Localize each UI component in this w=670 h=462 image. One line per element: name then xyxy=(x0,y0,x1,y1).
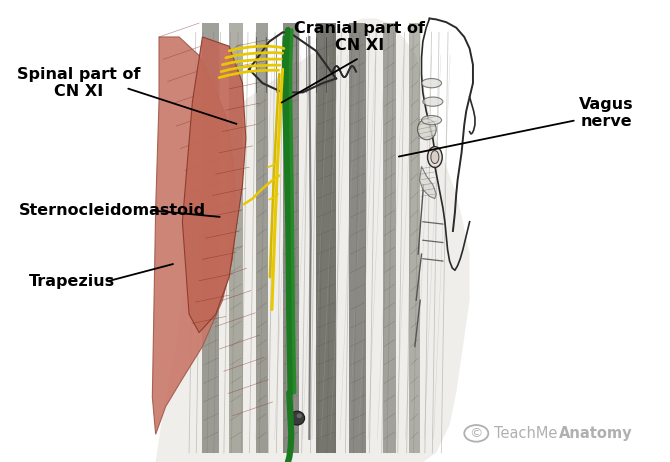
Polygon shape xyxy=(229,23,243,453)
Polygon shape xyxy=(419,166,436,199)
Polygon shape xyxy=(383,23,396,453)
Text: Vagus
nerve: Vagus nerve xyxy=(580,97,634,129)
Polygon shape xyxy=(409,23,419,453)
Ellipse shape xyxy=(290,411,305,425)
Text: Anatomy: Anatomy xyxy=(559,426,632,441)
Text: Sternocleidomastoid: Sternocleidomastoid xyxy=(19,203,206,218)
Ellipse shape xyxy=(297,413,302,418)
Ellipse shape xyxy=(421,79,442,88)
Polygon shape xyxy=(182,37,246,333)
Polygon shape xyxy=(256,23,268,453)
Text: TeachMe: TeachMe xyxy=(494,426,557,441)
Ellipse shape xyxy=(427,147,442,167)
Ellipse shape xyxy=(423,97,443,106)
Text: Cranial part of
CN XI: Cranial part of CN XI xyxy=(294,21,425,53)
Ellipse shape xyxy=(431,151,439,164)
Polygon shape xyxy=(316,23,336,453)
Text: ©: © xyxy=(470,427,483,440)
Polygon shape xyxy=(155,18,470,462)
Ellipse shape xyxy=(421,116,442,125)
Polygon shape xyxy=(202,23,219,453)
Text: Trapezius: Trapezius xyxy=(29,274,115,289)
Polygon shape xyxy=(283,23,299,453)
Text: Spinal part of
CN XI: Spinal part of CN XI xyxy=(17,67,141,99)
Polygon shape xyxy=(152,37,236,434)
Ellipse shape xyxy=(417,119,436,140)
Polygon shape xyxy=(349,23,366,453)
